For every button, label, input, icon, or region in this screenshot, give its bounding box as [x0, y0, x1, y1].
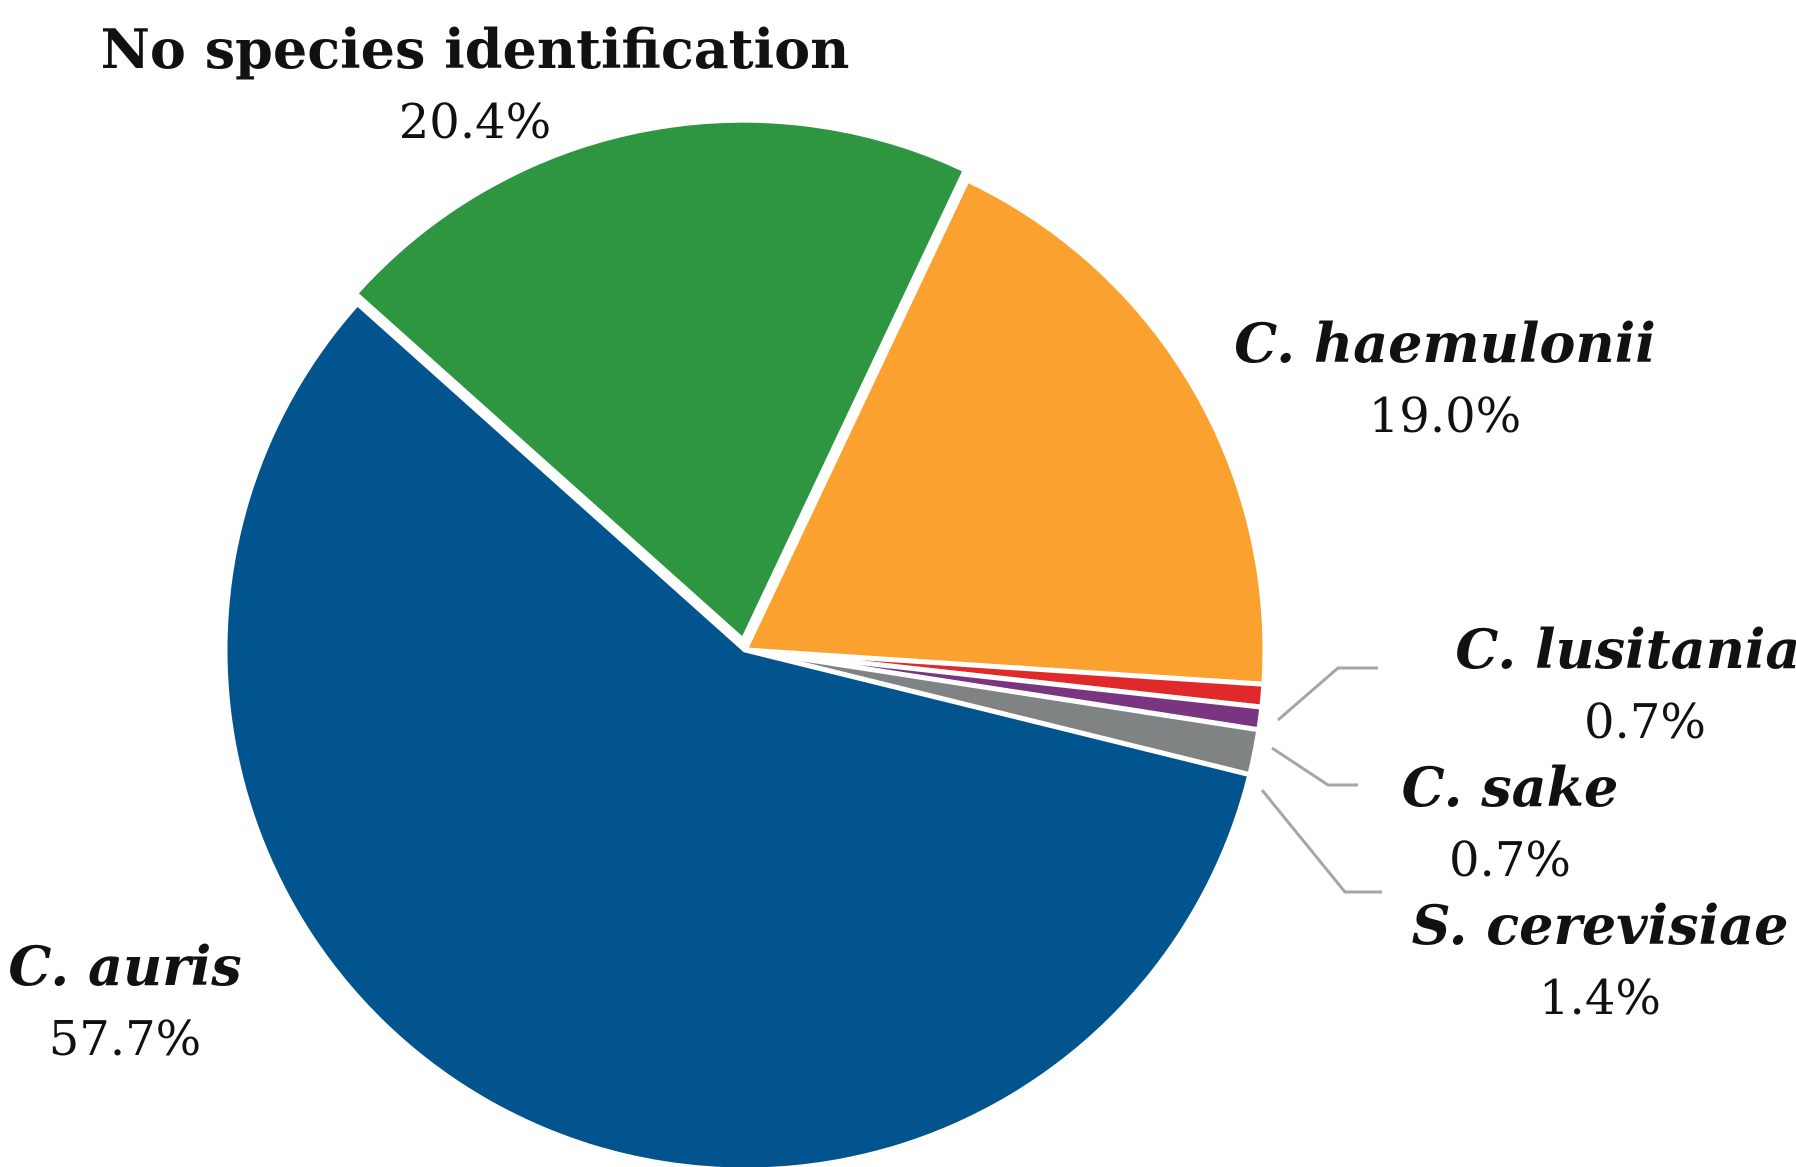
leader-line-s-cerevisiae [1260, 789, 1382, 894]
leader-lines-layer [1260, 666, 1382, 894]
slice-percent-c-lusitaniae: 0.7% [1584, 694, 1706, 750]
leader-line-c-lusitaniae [1277, 666, 1378, 722]
leader-line-c-sake [1271, 746, 1358, 787]
slice-label-c-auris: C. auris [8, 934, 241, 998]
slice-label-c-lusitaniae: C. lusitaniae [1455, 617, 1796, 681]
pie-slice-c-haemulonii [742, 177, 1268, 687]
slice-label-c-haemulonii: C. haemulonii [1234, 311, 1655, 375]
slice-label-no-species-identification: No species identification [101, 17, 850, 81]
slice-label-c-sake: C. sake [1402, 755, 1619, 819]
pie-slice-c-auris [222, 300, 1253, 1167]
slice-percent-c-haemulonii: 19.0% [1369, 388, 1521, 444]
slice-percent-c-auris: 57.7% [49, 1011, 201, 1067]
slice-percent-s-cerevisiae: 1.4% [1539, 970, 1661, 1026]
slice-percent-c-sake: 0.7% [1449, 832, 1571, 888]
slices-layer [222, 117, 1268, 1167]
labels-layer: No species identification 20.4% C. haemulo… [8, 17, 1796, 1067]
slice-percent-no-species-identification: 20.4% [399, 94, 551, 150]
slice-label-s-cerevisiae: S. cerevisiae [1412, 893, 1789, 957]
pie-slice-no-species-identification [352, 117, 968, 643]
